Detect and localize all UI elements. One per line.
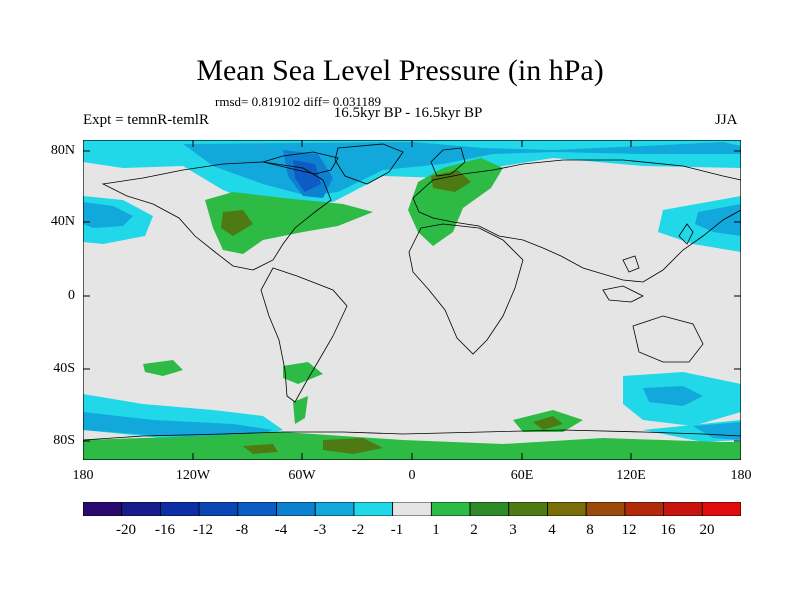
colorbar-label: -20: [116, 522, 136, 538]
map-title: Mean Sea Level Pressure (in hPa): [196, 54, 604, 87]
lat-label-80s: 80S: [53, 433, 75, 448]
colorbar-box: [701, 502, 741, 516]
lon-label-120w: 120W: [175, 468, 211, 483]
colorbar-label: 8: [586, 522, 594, 538]
colorbar-box: [160, 502, 200, 516]
lat-label-40s: 40S: [53, 361, 75, 376]
lon-label-0: 0: [408, 468, 416, 483]
negative-anomaly-regions: [83, 140, 741, 442]
colorbar-label: 3: [509, 522, 517, 538]
colorbar-label: -12: [193, 522, 213, 538]
colorbar-box: [547, 502, 587, 516]
colorbar-label: 12: [621, 522, 637, 538]
colorbar-box: [430, 502, 471, 516]
colorbar-box: [121, 502, 161, 516]
colorbar-box: [83, 502, 123, 516]
colorbar-label: -2: [351, 522, 365, 538]
season-label: JJA: [715, 112, 738, 128]
colorbar-box: [392, 502, 432, 516]
lat-label-80n: 80N: [50, 143, 75, 158]
colorbar-box: [198, 502, 239, 516]
colorbar-box: [314, 502, 355, 516]
axis-ticks: [83, 140, 741, 460]
coastlines: [83, 143, 741, 441]
colorbar-label: -16: [155, 522, 175, 538]
lon-label-120e: 120E: [616, 468, 646, 483]
colorbar-box: [469, 502, 510, 516]
colorbar-box: [624, 502, 664, 516]
colorbar-box: [276, 502, 316, 516]
colorbar-box: [508, 502, 548, 516]
colorbar-box: [353, 502, 394, 516]
lat-label-40n: 40N: [50, 214, 75, 229]
lat-label-0: 0: [68, 288, 75, 303]
colorbar-label: 16: [660, 522, 676, 538]
colorbar: [83, 502, 741, 516]
colorbar-label: -3: [313, 522, 327, 538]
colorbar-label: -8: [235, 522, 249, 538]
lon-label-60w: 60W: [288, 468, 316, 483]
colorbar-label: -1: [390, 522, 404, 538]
colorbar-label: 1: [432, 522, 440, 538]
colorbar-label: -4: [274, 522, 288, 538]
experiment-label: Expt = temnR-temlR: [83, 112, 209, 128]
colorbar-box: [237, 502, 277, 516]
period-label: 16.5kyr BP - 16.5kyr BP: [333, 105, 483, 121]
lon-label-60e: 60E: [510, 468, 534, 483]
stats-text: rmsd= 0.819102 diff= 0.031189: [215, 94, 381, 109]
colorbar-label: 2: [470, 522, 478, 538]
colorbar-box: [585, 502, 626, 516]
colorbar-label: 4: [548, 522, 556, 538]
positive-anomaly-regions: [83, 158, 741, 460]
colorbar-box: [663, 502, 703, 516]
lon-label-180-left: 180: [72, 468, 94, 483]
world-map: [83, 140, 741, 460]
colorbar-label: 20: [699, 522, 715, 538]
lon-label-180-right: 180: [730, 468, 752, 483]
